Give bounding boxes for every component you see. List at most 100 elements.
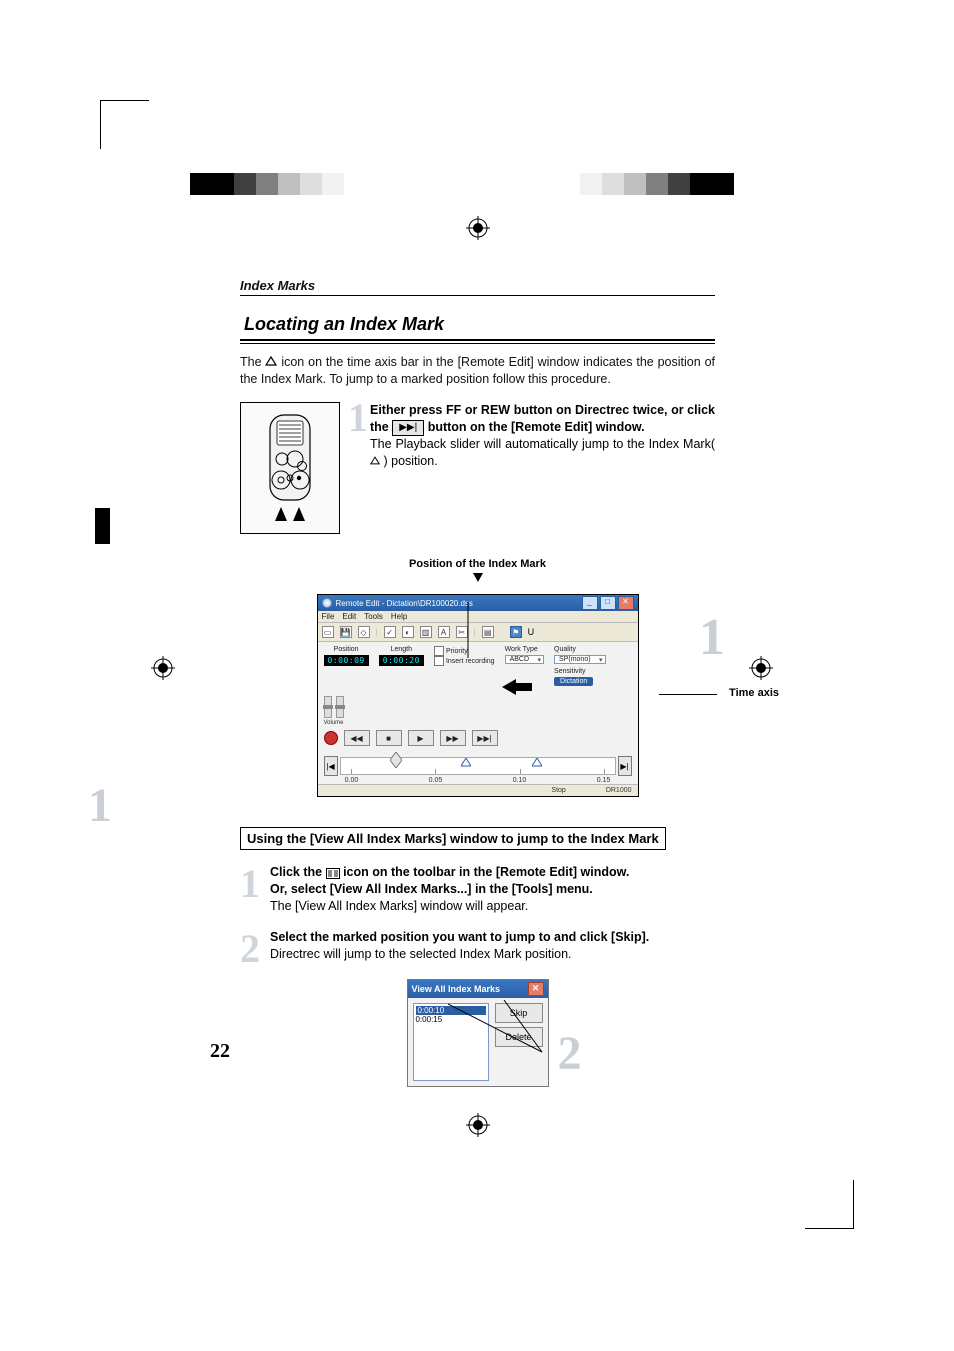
close-button[interactable]: ✕ [618, 596, 634, 610]
clock-icon[interactable]: ◐ [402, 626, 414, 638]
caption-arrow-down [240, 570, 715, 588]
level-slider[interactable] [324, 696, 332, 718]
play-button[interactable]: ▶ [408, 730, 434, 746]
swatch [256, 173, 278, 195]
step-number-1-ghost: 1 [348, 398, 368, 438]
check-icon[interactable]: ✓ [384, 626, 396, 638]
step-1-text: 1 Either press FF or REW button on Direc… [364, 402, 715, 470]
dialog-titlebar[interactable]: View All Index Marks ✕ [408, 980, 548, 998]
save-icon[interactable]: 💾 [340, 626, 352, 638]
tick-label: 0.00 [345, 777, 359, 784]
doc-icon[interactable]: ▤ [482, 626, 494, 638]
quality-select[interactable]: SP(mono) [554, 655, 606, 664]
tick [351, 769, 352, 774]
color-calibration-bar-left [190, 173, 366, 195]
skip-button[interactable]: ▶▶| [472, 730, 498, 746]
stepB-plain: Directrec will jump to the selected Inde… [270, 947, 572, 961]
length-value: 0:00:20 [379, 655, 424, 666]
timeline-track[interactable]: 0.000.050.100.15 [340, 757, 616, 775]
swatch [712, 173, 734, 195]
minimize-button[interactable]: _ [582, 596, 598, 610]
vertical-guide-line [462, 602, 474, 662]
index-mark-icon[interactable] [532, 758, 542, 769]
skip-button-callout-arrow [502, 672, 532, 702]
swatch [300, 173, 322, 195]
dialog-callout-number: 2 [558, 1026, 582, 1081]
swatch [646, 173, 668, 195]
rew-button[interactable]: ◀◀ [344, 730, 370, 746]
position-label: Position [334, 646, 359, 653]
tick [604, 769, 605, 774]
registration-mark [748, 655, 774, 681]
step1-bold-c: button on the [Remote Edit] window. [428, 420, 645, 434]
position-value: 0:00:09 [324, 655, 369, 666]
stepB-b: Select the marked position you want to j… [270, 930, 649, 944]
step1-rew: REW [481, 403, 510, 417]
color-calibration-bar-right [558, 173, 734, 195]
worktype-label: Work Type [505, 646, 538, 653]
playhead[interactable] [390, 752, 402, 770]
index-mark-triangle-icon [370, 453, 380, 470]
length-label: Length [391, 646, 412, 653]
statusbar: Stop DR1000 [318, 784, 638, 796]
edit-A-icon[interactable]: A [438, 626, 450, 638]
person-icon[interactable]: ⚑ [510, 626, 522, 638]
tick [520, 769, 521, 774]
menu-help[interactable]: Help [391, 612, 407, 621]
control-panel: Position 0:00:09 Length 0:00:20 Priority… [318, 642, 638, 784]
directrec-device-illustration [240, 402, 350, 534]
maximize-button[interactable]: □ [600, 596, 616, 610]
view-index-marks-icon[interactable]: ▥ [420, 626, 432, 638]
swatch [322, 173, 344, 195]
sensitivity-value[interactable]: Dictation [554, 677, 593, 686]
boxed-subheading: Using the [View All Index Marks] window … [240, 827, 666, 850]
tick-label: 0.05 [429, 777, 443, 784]
window-titlebar[interactable]: Remote Edit - Dictation\DR100020.dss _ □… [318, 595, 638, 611]
menubar[interactable]: File Edit Tools Help [318, 611, 638, 623]
swatch [558, 173, 580, 195]
thumb-tab [95, 508, 110, 544]
dialog-close-button[interactable]: ✕ [528, 982, 544, 996]
registration-mark [465, 1112, 491, 1138]
crop-mark-br [805, 1180, 854, 1229]
heading-rule-thin [240, 343, 715, 344]
transport-bar: ◀◀ ■ ▶ ▶▶ ▶▶| [324, 730, 632, 746]
dialog-callout-lines [448, 1000, 546, 1060]
swatch [278, 173, 300, 195]
dialog-title-text: View All Index Marks [412, 984, 501, 994]
worktype-select[interactable]: ABCD [505, 655, 544, 664]
menu-edit[interactable]: Edit [342, 612, 356, 621]
time-axis-label: Time axis [729, 687, 779, 699]
timeline-next[interactable]: ▶| [618, 756, 632, 776]
timeline-prev[interactable]: |◀ [324, 756, 338, 776]
volume-slider[interactable] [336, 696, 344, 718]
intro-paragraph: The icon on the time axis bar in the [Re… [240, 354, 715, 388]
intro-text-pre: The [240, 355, 265, 369]
record-button[interactable] [324, 731, 338, 745]
index-mark-icon[interactable] [461, 758, 471, 769]
view-all-index-marks-icon [326, 867, 340, 878]
swatch [624, 173, 646, 195]
swatch [190, 173, 212, 195]
caption-index-position: Position of the Index Mark [240, 558, 715, 570]
stop-button[interactable]: ■ [376, 730, 402, 746]
ff-button[interactable]: ▶▶ [440, 730, 466, 746]
volume-label: Volume [324, 720, 344, 726]
sensitivity-label: Sensitivity [554, 668, 586, 675]
status-left: Stop [551, 787, 565, 794]
timeline[interactable]: |◀ 0.000.050.100.15 ▶| [324, 752, 632, 780]
toolbar[interactable]: ▭ 💾 ◇ | ✓ ◐ ▥ A ✂ | ▤ ⚑ U [318, 623, 638, 642]
quality-label: Quality [554, 646, 576, 653]
swatch [212, 173, 234, 195]
stepA-plain: The [View All Index Marks] window will a… [270, 899, 528, 913]
menu-tools[interactable]: Tools [364, 612, 383, 621]
new-icon[interactable]: ▭ [322, 626, 334, 638]
crop-mark-tl [100, 100, 149, 149]
stepA-b3: Or, select [View All Index Marks...] in … [270, 882, 593, 896]
menu-file[interactable]: File [322, 612, 335, 621]
swatch [344, 173, 366, 195]
step-number-1-outer: 1 [88, 782, 112, 830]
section-label: Index Marks [240, 278, 715, 296]
tag-icon[interactable]: ◇ [358, 626, 370, 638]
remote-edit-window: Remote Edit - Dictation\DR100020.dss _ □… [317, 594, 639, 797]
